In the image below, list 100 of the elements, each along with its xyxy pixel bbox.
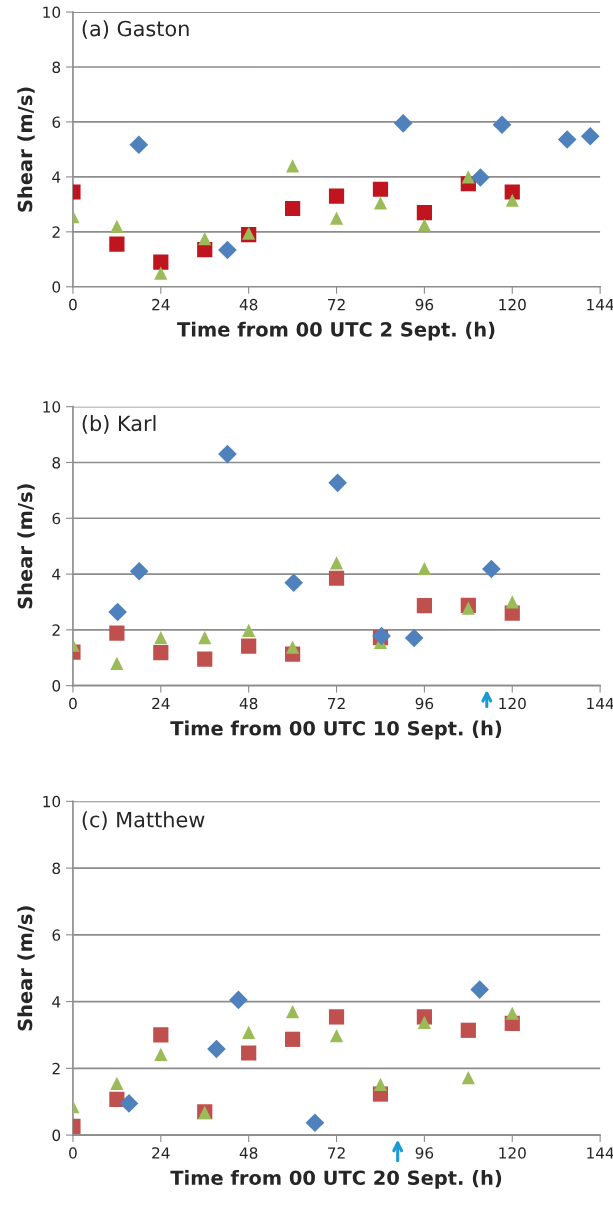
y-tick-label: 0 bbox=[52, 1129, 61, 1142]
point bbox=[198, 631, 212, 645]
x-tick-label: 96 bbox=[415, 298, 434, 311]
y-tick-label: 2 bbox=[52, 1062, 60, 1075]
point bbox=[404, 628, 424, 648]
point bbox=[207, 1039, 226, 1059]
point bbox=[557, 130, 577, 149]
point bbox=[372, 626, 391, 646]
point bbox=[328, 1009, 345, 1025]
x-tick-label: 0 bbox=[69, 1147, 77, 1159]
y-tick-label: 6 bbox=[52, 116, 61, 128]
chart-title: (a) Gaston bbox=[82, 20, 189, 39]
point bbox=[110, 656, 124, 670]
point bbox=[417, 1015, 431, 1029]
x-tick-label: 120 bbox=[499, 298, 526, 311]
point bbox=[241, 1045, 257, 1061]
point bbox=[109, 236, 125, 252]
point bbox=[482, 559, 501, 579]
x-tick-label: 144 bbox=[587, 697, 613, 710]
point bbox=[393, 114, 413, 133]
y-tick-label: 2 bbox=[52, 226, 60, 238]
point bbox=[218, 240, 237, 260]
y-tick-label: 0 bbox=[52, 281, 61, 293]
point bbox=[108, 602, 127, 622]
point bbox=[504, 184, 520, 200]
point bbox=[153, 1027, 169, 1043]
y-tick-label: 4 bbox=[52, 171, 61, 183]
y-tick-label: 6 bbox=[52, 512, 61, 525]
y-tick-label: 10 bbox=[43, 401, 61, 413]
point bbox=[470, 980, 489, 999]
point bbox=[110, 219, 124, 233]
chart-title: (b) Karl bbox=[82, 415, 156, 434]
x-axis-title: Time from 00 UTC 20 Sept. (h) bbox=[170, 1170, 502, 1189]
point bbox=[285, 1031, 301, 1047]
point bbox=[197, 651, 213, 667]
point bbox=[284, 573, 304, 593]
x-tick-label: 72 bbox=[328, 1147, 345, 1159]
x-tick-label: 48 bbox=[239, 697, 258, 710]
point bbox=[198, 232, 212, 246]
x-tick-label: 96 bbox=[415, 1147, 434, 1159]
point bbox=[305, 1113, 325, 1133]
x-tick-label: 72 bbox=[328, 697, 345, 710]
point bbox=[328, 570, 345, 586]
x-tick-label: 0 bbox=[69, 298, 77, 311]
x-tick-label: 24 bbox=[152, 1147, 170, 1159]
x-tick-label: 144 bbox=[587, 1147, 613, 1159]
point bbox=[328, 473, 347, 493]
point bbox=[328, 188, 345, 204]
point bbox=[492, 115, 512, 135]
y-tick-label: 6 bbox=[52, 929, 61, 941]
point bbox=[109, 625, 125, 641]
point bbox=[329, 211, 344, 225]
point bbox=[109, 1091, 125, 1107]
x-tick-label: 144 bbox=[587, 299, 613, 311]
point bbox=[286, 640, 300, 654]
point bbox=[461, 1071, 475, 1085]
point bbox=[505, 1006, 519, 1020]
x-tick-label: 120 bbox=[499, 1147, 526, 1159]
y-tick-label: 4 bbox=[52, 568, 61, 580]
y-tick-label: 8 bbox=[52, 456, 61, 469]
point bbox=[218, 444, 237, 464]
point bbox=[242, 1025, 256, 1039]
point bbox=[119, 1094, 139, 1113]
point bbox=[373, 196, 388, 210]
point bbox=[129, 135, 149, 155]
point bbox=[154, 631, 168, 645]
point bbox=[471, 168, 490, 187]
point bbox=[417, 561, 431, 576]
x-axis-title: Time from 00 UTC 10 Sept. (h) bbox=[170, 720, 502, 740]
point bbox=[129, 561, 149, 581]
x-tick-label: 96 bbox=[415, 697, 434, 710]
y-tick-label: 8 bbox=[52, 862, 61, 875]
point bbox=[373, 1077, 388, 1091]
point bbox=[580, 126, 600, 146]
point bbox=[285, 200, 301, 217]
point bbox=[372, 181, 389, 197]
point bbox=[154, 1047, 168, 1061]
point bbox=[110, 1076, 124, 1090]
y-axis-title: Shear (m/s) bbox=[17, 87, 35, 212]
x-tick-label: 24 bbox=[152, 697, 170, 710]
y-tick-label: 10 bbox=[43, 6, 61, 19]
point bbox=[153, 254, 169, 270]
point bbox=[241, 638, 257, 654]
point bbox=[416, 597, 433, 614]
x-axis-title: Time from 00 UTC 2 Sept. (h) bbox=[177, 321, 495, 341]
y-axis-title: Shear (m/s) bbox=[17, 906, 35, 1031]
y-tick-label: 0 bbox=[52, 680, 61, 692]
point bbox=[154, 266, 168, 280]
point bbox=[242, 623, 256, 637]
x-tick-label: 0 bbox=[69, 697, 77, 710]
x-tick-label: 120 bbox=[499, 697, 526, 710]
point bbox=[329, 1029, 344, 1043]
y-tick-label: 10 bbox=[43, 795, 61, 808]
point bbox=[460, 1022, 476, 1038]
x-tick-label: 72 bbox=[328, 298, 345, 311]
y-axis-title: Shear (m/s) bbox=[17, 484, 35, 609]
point bbox=[153, 645, 169, 661]
point bbox=[416, 205, 433, 221]
x-tick-label: 48 bbox=[239, 1147, 258, 1159]
point bbox=[505, 193, 519, 207]
